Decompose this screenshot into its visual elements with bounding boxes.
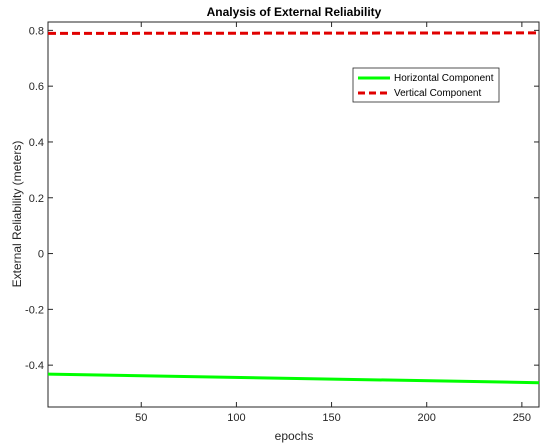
- legend-box: [352, 67, 500, 103]
- x-tick-label: 200: [418, 412, 436, 424]
- x-tick-label: 100: [227, 412, 245, 424]
- y-tick-label: -0.4: [25, 360, 44, 372]
- y-tick-label: 0.8: [29, 25, 44, 37]
- series-line-vertical-component: [47, 31, 540, 35]
- x-axis-ticks: 50 100 150 200 250: [135, 22, 531, 424]
- y-axis-ticks: -0.4 -0.2 0 0.2 0.4 0.6 0.8: [25, 25, 539, 372]
- y-axis-label: External Reliability (meters): [10, 141, 24, 288]
- y-tick-label: 0.2: [29, 193, 44, 205]
- legend-label-horizontal: Horizontal Component: [394, 73, 494, 84]
- legend-label-vertical: Vertical Component: [394, 88, 481, 99]
- series-line-horizontal-component: [47, 372, 540, 385]
- series-layer: [47, 31, 540, 385]
- x-tick-label: 250: [513, 412, 531, 424]
- x-axis-label: epochs: [275, 429, 314, 443]
- y-tick-label: 0.4: [29, 137, 44, 149]
- y-tick-label: 0: [38, 249, 44, 261]
- x-tick-label: 50: [135, 412, 147, 424]
- x-tick-label: 150: [322, 412, 340, 424]
- y-tick-label: 0.6: [29, 81, 44, 93]
- legend: Horizontal Component Vertical Component: [352, 67, 500, 103]
- chart-title: Analysis of External Reliability: [207, 5, 382, 19]
- y-tick-label: -0.2: [25, 304, 44, 316]
